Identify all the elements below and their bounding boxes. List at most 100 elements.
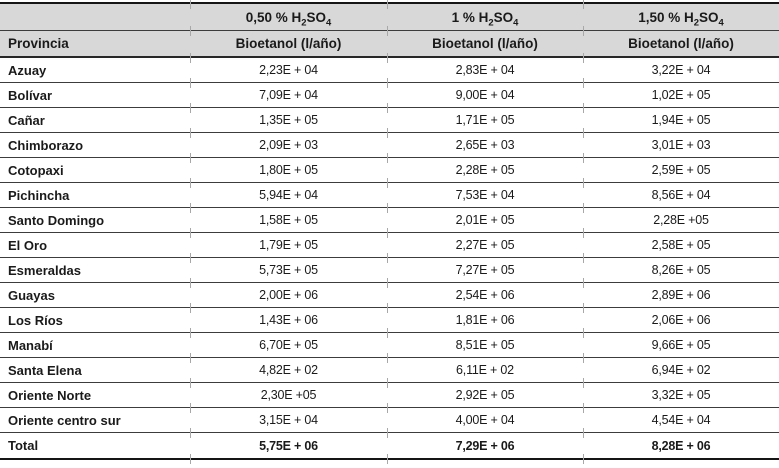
bioethanol-value: 2,83E + 04	[386, 52, 583, 83]
bioethanol-value: 1,79E + 05	[189, 227, 387, 258]
acid-header-text: 0,50 % H	[245, 9, 302, 25]
bioethanol-value: 7,09E + 04	[189, 77, 387, 108]
province-name: Pichincha	[0, 182, 190, 208]
bioethanol-value: 2,58E + 05	[582, 227, 779, 258]
table-row-oriente-centro-sur: Oriente centro sur 3,15E + 04 4,00E + 04…	[0, 402, 779, 433]
bioethanol-value: 2,54E + 06	[386, 277, 583, 308]
bioethanol-value: 2,09E + 03	[189, 127, 387, 158]
table-header: 0,50 % H2SO4 1 % H2SO4 1,50 % H2SO4 Prov…	[0, 0, 779, 58]
acid-concentration-header-row: 0,50 % H2SO4 1 % H2SO4 1,50 % H2SO4	[0, 0, 779, 31]
bioethanol-value: 3,01E + 03	[582, 127, 779, 158]
acid-header-text: 1,50 % H	[638, 9, 694, 25]
acid-header-1-50-percent: 1,50 % H2SO4	[582, 0, 779, 31]
table-row-oriente-norte: Oriente Norte 2,30E +05 2,92E + 05 3,32E…	[0, 377, 779, 408]
column-titles-row: Provincia Bioetanol (l/año) Bioetanol (l…	[0, 25, 779, 58]
bioethanol-value: 9,66E + 05	[582, 327, 779, 358]
province-name: Cañar	[0, 107, 190, 133]
table-row-canar: Cañar 1,35E + 05 1,71E + 05 1,94E + 05	[0, 102, 779, 133]
bioethanol-value: 9,00E + 04	[386, 77, 583, 108]
province-name: Oriente Norte	[0, 382, 190, 408]
subscript: 2	[488, 17, 494, 29]
bioethanol-value: 8,51E + 05	[386, 327, 583, 358]
bioethanol-value: 1,35E + 05	[189, 102, 387, 133]
bioethanol-value: 2,00E + 06	[189, 277, 387, 308]
bioethanol-value: 2,30E +05	[189, 377, 387, 408]
bioethanol-value: 1,81E + 06	[386, 302, 583, 333]
province-name: Cotopaxi	[0, 157, 190, 183]
province-name: Bolívar	[0, 82, 190, 108]
bioethanol-value: 5,94E + 04	[189, 177, 387, 208]
bioethanol-column-header-3: Bioetanol (l/año)	[582, 25, 779, 58]
table-row-chimborazo: Chimborazo 2,09E + 03 2,65E + 03 3,01E +…	[0, 127, 779, 158]
acid-header-text: SO	[306, 9, 327, 25]
bioethanol-value: 2,89E + 06	[582, 277, 779, 308]
empty-header-cell	[0, 2, 190, 31]
bioethanol-value: 6,94E + 02	[582, 352, 779, 383]
bioethanol-value: 6,70E + 05	[189, 327, 387, 358]
province-name: Azuay	[0, 57, 190, 83]
table-row-esmeraldas: Esmeraldas 5,73E + 05 7,27E + 05 8,26E +…	[0, 252, 779, 283]
province-name: Esmeraldas	[0, 257, 190, 283]
bioethanol-value: 2,01E + 05	[386, 202, 583, 233]
province-name: Oriente centro sur	[0, 407, 190, 433]
bioethanol-value: 2,92E + 05	[386, 377, 583, 408]
table-row-santa-elena: Santa Elena 4,82E + 02 6,11E + 02 6,94E …	[0, 352, 779, 383]
bioethanol-value: 3,32E + 05	[582, 377, 779, 408]
province-name: Santa Elena	[0, 357, 190, 383]
bioethanol-value: 2,59E + 05	[582, 152, 779, 183]
bioethanol-value: 3,15E + 04	[189, 402, 387, 433]
bioethanol-value: 2,28E + 05	[386, 152, 583, 183]
bioethanol-value: 6,11E + 02	[386, 352, 583, 383]
acid-header-text: SO	[699, 9, 719, 25]
table-row-los-rios: Los Ríos 1,43E + 06 1,81E + 06 2,06E + 0…	[0, 302, 779, 333]
bioethanol-value: 4,54E + 04	[582, 402, 779, 433]
bioethanol-value: 2,65E + 03	[386, 127, 583, 158]
acid-header-0-50-percent: 0,50 % H2SO4	[189, 0, 387, 31]
total-label: Total	[0, 432, 190, 460]
bioethanol-column-header-1: Bioetanol (l/año)	[189, 25, 387, 58]
bioethanol-value: 5,73E + 05	[189, 252, 387, 283]
bioethanol-value: 2,28E +05	[582, 202, 779, 233]
province-name: Santo Domingo	[0, 207, 190, 233]
bioethanol-value: 1,71E + 05	[386, 102, 583, 133]
bioethanol-value: 7,27E + 05	[386, 252, 583, 283]
table-row-el-oro: El Oro 1,79E + 05 2,27E + 05 2,58E + 05	[0, 227, 779, 258]
bioethanol-value: 8,56E + 04	[582, 177, 779, 208]
table-row-guayas: Guayas 2,00E + 06 2,54E + 06 2,89E + 06	[0, 277, 779, 308]
bioethanol-value: 2,23E + 04	[189, 52, 387, 83]
table-row-manabi: Manabí 6,70E + 05 8,51E + 05 9,66E + 05	[0, 327, 779, 358]
table-row-total: Total 5,75E + 06 7,29E + 06 8,28E + 06	[0, 427, 779, 463]
acid-header-1-percent: 1 % H2SO4	[386, 0, 583, 31]
acid-header-text: 1 % H	[451, 9, 489, 25]
subscript: 4	[326, 17, 332, 29]
table-body: Azuay 2,23E + 04 2,83E + 04 3,22E + 04 B…	[0, 52, 779, 463]
bioethanol-value: 1,02E + 05	[582, 77, 779, 108]
bioethanol-value: 2,27E + 05	[386, 227, 583, 258]
bioethanol-value: 4,00E + 04	[386, 402, 583, 433]
province-name: Manabí	[0, 332, 190, 358]
table-row-pichincha: Pichincha 5,94E + 04 7,53E + 04 8,56E + …	[0, 177, 779, 208]
bioethanol-value: 4,82E + 02	[189, 352, 387, 383]
bioethanol-value: 1,43E + 06	[189, 302, 387, 333]
province-name: El Oro	[0, 232, 190, 258]
table-row-cotopaxi: Cotopaxi 1,80E + 05 2,28E + 05 2,59E + 0…	[0, 152, 779, 183]
province-name: Guayas	[0, 282, 190, 308]
bioethanol-value: 2,06E + 06	[582, 302, 779, 333]
bioethanol-value: 1,58E + 05	[189, 202, 387, 233]
bioethanol-value: 1,94E + 05	[582, 102, 779, 133]
province-name: Los Ríos	[0, 307, 190, 333]
total-value: 8,28E + 06	[582, 427, 779, 463]
table-row-azuay: Azuay 2,23E + 04 2,83E + 04 3,22E + 04	[0, 52, 779, 83]
total-value: 5,75E + 06	[189, 427, 387, 463]
subscript: 2	[301, 17, 307, 29]
subscript: 4	[718, 17, 724, 29]
total-value: 7,29E + 06	[386, 427, 583, 463]
subscript: 4	[513, 17, 519, 29]
table-row-santo-domingo: Santo Domingo 1,58E + 05 2,01E + 05 2,28…	[0, 202, 779, 233]
bioethanol-value: 3,22E + 04	[582, 52, 779, 83]
subscript: 2	[693, 17, 699, 29]
table-row-bolivar: Bolívar 7,09E + 04 9,00E + 04 1,02E + 05	[0, 77, 779, 108]
acid-header-text: SO	[493, 9, 514, 25]
